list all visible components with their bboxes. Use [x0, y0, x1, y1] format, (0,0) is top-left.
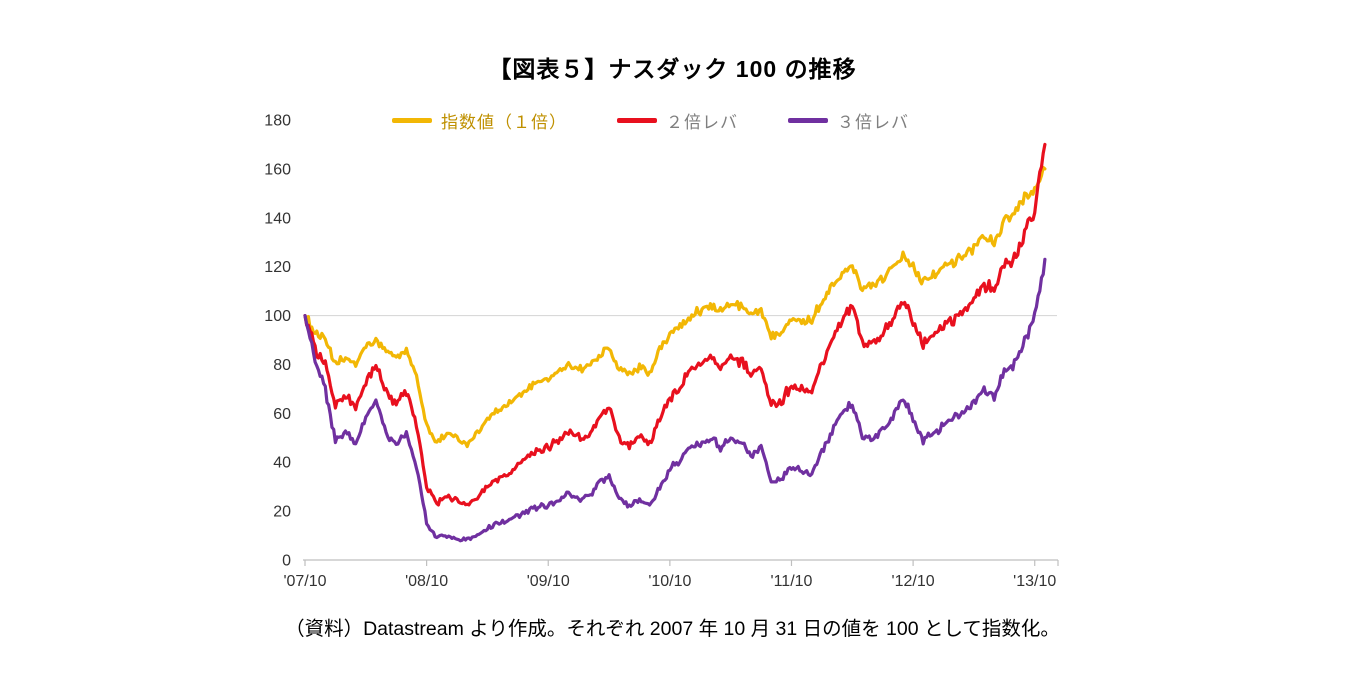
svg-text:100: 100	[264, 308, 291, 325]
legend-item-2x-leverage: ２倍レバ	[617, 108, 738, 133]
legend-swatch-2x-line	[617, 118, 657, 123]
legend-item-index-1x: 指数値（１倍）	[392, 108, 567, 133]
svg-text:60: 60	[273, 406, 291, 423]
svg-text:20: 20	[273, 504, 291, 521]
legend-swatch-1x-line	[392, 118, 432, 123]
legend-swatch-3x-line	[788, 118, 828, 123]
legend-item-3x-leverage: ３倍レバ	[788, 108, 909, 133]
chart-title: 【図表５】ナスダック 100 の推移	[488, 56, 857, 82]
svg-text:'08/10: '08/10	[405, 573, 448, 590]
svg-text:'07/10: '07/10	[283, 573, 326, 590]
svg-text:120: 120	[264, 259, 291, 276]
legend-label-1x: 指数値（１倍）	[441, 113, 567, 132]
svg-text:180: 180	[264, 113, 291, 130]
svg-text:40: 40	[273, 455, 291, 472]
legend-label-3x: ３倍レバ	[837, 113, 909, 132]
legend-label-2x: ２倍レバ	[666, 113, 738, 132]
svg-text:'11/10: '11/10	[771, 573, 813, 590]
svg-text:160: 160	[264, 161, 291, 178]
chart-legend: 指数値（１倍） ２倍レバ ３倍レバ	[392, 108, 909, 133]
svg-text:'13/10: '13/10	[1013, 573, 1056, 590]
svg-text:'09/10: '09/10	[527, 573, 570, 590]
svg-text:0: 0	[282, 553, 291, 570]
svg-text:80: 80	[273, 357, 291, 374]
svg-text:140: 140	[264, 210, 291, 227]
svg-text:'12/10: '12/10	[892, 573, 935, 590]
source-caption: （資料）Datastream より作成。それぞれ 2007 年 10 月 31 …	[285, 618, 1060, 640]
svg-text:'10/10: '10/10	[648, 573, 691, 590]
